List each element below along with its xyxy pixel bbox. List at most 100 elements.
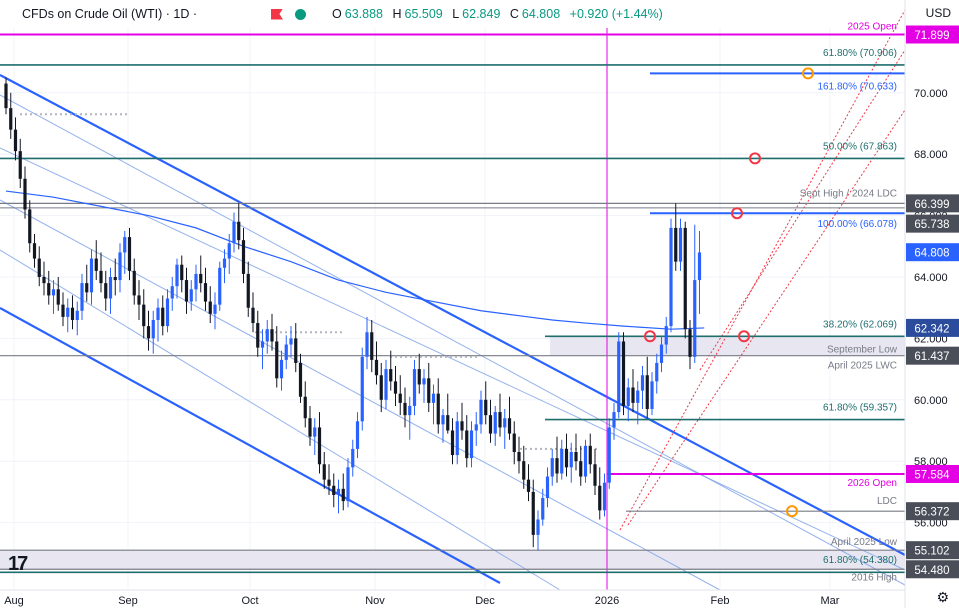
candle-body [650, 381, 654, 410]
candle-body [607, 427, 611, 483]
candle-body [636, 390, 640, 403]
resistance-circle-marker [738, 330, 750, 343]
candle-body [222, 258, 227, 268]
candle-body [9, 108, 13, 130]
candle-body [13, 129, 18, 152]
candle-body [85, 283, 89, 293]
candle-body [460, 421, 464, 431]
level-label: 2016 High [851, 572, 897, 583]
candle-body [289, 338, 293, 345]
candle-body [669, 227, 673, 327]
candle-body [184, 280, 189, 302]
resistance-circle-marker [731, 207, 743, 220]
candle-body [203, 283, 208, 302]
level-label: April 2025 Low [831, 537, 898, 548]
y-tick-label: 70.000 [914, 88, 948, 100]
candle-body [279, 359, 284, 379]
gear-icon[interactable]: ⚙ [936, 589, 949, 605]
candle-body [640, 375, 645, 391]
ascending-channel-line [699, 49, 906, 371]
candle-body [465, 430, 469, 459]
x-tick-label: Feb [711, 595, 730, 607]
candle-body [617, 341, 621, 413]
candle-body [446, 415, 450, 431]
candle-body [488, 415, 493, 434]
candle-body [560, 448, 564, 474]
candle-body [265, 329, 269, 342]
candle-body [256, 323, 260, 348]
candle-body [18, 151, 22, 179]
candle-body [621, 341, 626, 406]
price-axis-tag [906, 25, 959, 44]
price-axis-tag [906, 214, 959, 233]
level-label: 50.00% (67.863) [823, 141, 897, 152]
price-axis-tag [906, 541, 959, 560]
candle-body [346, 467, 350, 502]
candle-body [569, 451, 573, 468]
candle-body [408, 405, 412, 416]
target-circle-marker [786, 505, 798, 518]
price-axis-tag-label: 64.808 [914, 248, 949, 260]
candle-body [602, 482, 607, 511]
ascending-channel-line [619, 9, 906, 531]
candle-body [113, 276, 117, 281]
candle-body [631, 387, 635, 403]
candle-body [455, 421, 459, 456]
change-value: +0.920 (+1.44%) [569, 7, 663, 21]
september-low-zone [550, 336, 905, 356]
candle-body [75, 310, 79, 320]
candle-body [693, 280, 697, 357]
channel-line [0, 74, 906, 556]
level-label: 100.00% (66.078) [817, 219, 897, 230]
candle-body [341, 488, 345, 502]
candle-body [51, 289, 56, 296]
candle-body [156, 307, 160, 320]
candle-body [398, 393, 402, 403]
candle-body [384, 369, 388, 400]
candle-body [108, 276, 113, 299]
candle-body [484, 399, 488, 416]
candle-body [674, 227, 678, 262]
candle-body [94, 258, 98, 271]
moving-average-line [5, 190, 705, 330]
candle-body [213, 304, 217, 314]
x-tick-label: Mar [821, 595, 840, 607]
candle-body [4, 83, 8, 109]
candle-body [284, 344, 288, 360]
candle-body [498, 412, 502, 428]
candle-body [412, 369, 417, 406]
candle-body [61, 304, 65, 317]
symbol-title[interactable]: CFDs on Crude Oil (WTI) · 1D · [22, 7, 198, 21]
level-label: April 2025 LWC [828, 361, 897, 372]
candle-body [688, 329, 692, 357]
candle-body [294, 338, 298, 363]
candle-body [503, 418, 507, 428]
candle-body [275, 341, 279, 379]
high-label: H [392, 7, 402, 21]
price-axis-tag-label: 61.437 [914, 351, 949, 363]
candle-body [270, 329, 274, 342]
candle-body [80, 283, 84, 311]
ohlc-readout: O 63.888 H 65.509 L 62.849 C 64.808 +0.920 (… [332, 7, 669, 21]
candle-body [327, 479, 331, 486]
candle-body [199, 273, 203, 284]
candle-body [417, 369, 421, 385]
price-axis-tag [906, 560, 959, 579]
candle-body [208, 301, 212, 314]
candle-body [536, 519, 540, 535]
x-tick-label: 2026 [595, 595, 619, 607]
candle-body [317, 427, 322, 465]
price-axis-tag-label: 54.480 [914, 565, 949, 577]
candle-body [678, 227, 683, 262]
candle-body [531, 491, 535, 535]
currency-label[interactable]: USD [925, 6, 951, 20]
candle-body [626, 387, 630, 406]
tradingview-logo-icon[interactable]: 17 [8, 553, 28, 575]
flag-icon[interactable] [271, 8, 284, 20]
candle-body [436, 393, 440, 425]
candle-body [512, 433, 516, 452]
candle-body [170, 286, 174, 299]
candle-body [260, 341, 265, 348]
